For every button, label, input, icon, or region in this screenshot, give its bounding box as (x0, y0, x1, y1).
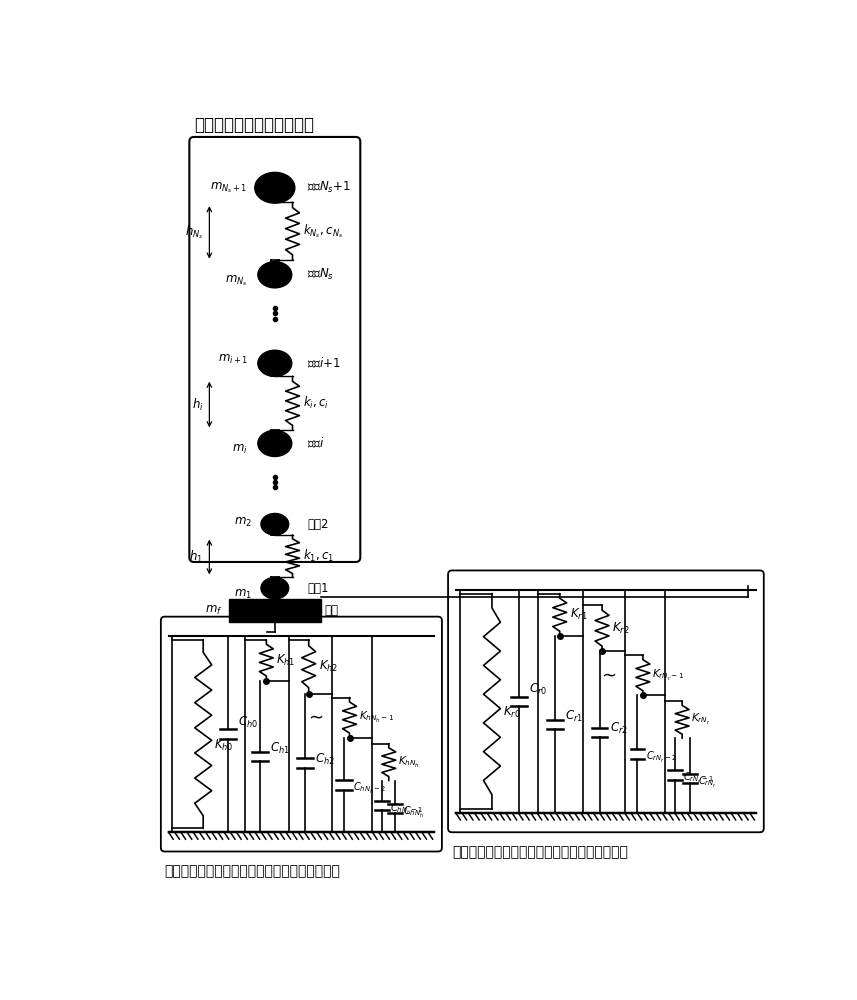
Text: $k_1,c_1$: $k_1,c_1$ (303, 548, 335, 564)
Ellipse shape (261, 577, 289, 599)
Text: $m_1$: $m_1$ (234, 588, 252, 601)
Text: $C_{r1}$: $C_{r1}$ (565, 709, 583, 724)
Text: $C_{r2}$: $C_{r2}$ (610, 721, 628, 736)
Ellipse shape (258, 430, 291, 456)
Text: 节点$i$+1: 节点$i$+1 (307, 356, 341, 370)
Text: $k_{N_s},c_{N_s}$: $k_{N_s},c_{N_s}$ (303, 222, 344, 240)
Text: $C_{hN_h}$: $C_{hN_h}$ (403, 805, 423, 820)
Text: $m_i$: $m_i$ (232, 443, 248, 456)
Text: $\sim$: $\sim$ (598, 665, 617, 683)
Text: 节点1: 节点1 (307, 582, 328, 595)
Text: $m_2$: $m_2$ (234, 516, 252, 529)
Text: $C_{h2}$: $C_{h2}$ (315, 752, 335, 767)
Text: 节点$N_s$: 节点$N_s$ (307, 267, 334, 282)
Text: $C_{rN_r}$: $C_{rN_r}$ (698, 775, 716, 790)
Text: 节点$N_s$+1: 节点$N_s$+1 (307, 180, 351, 195)
Text: $h_{N_s}$: $h_{N_s}$ (185, 224, 203, 241)
Text: $K_{rN_r-1}$: $K_{rN_r-1}$ (652, 668, 685, 683)
Bar (229, 599, 321, 622)
Text: $m_{N_s+1}$: $m_{N_s+1}$ (211, 180, 248, 195)
Text: $m_f$: $m_f$ (205, 604, 223, 617)
Text: $K_{rN_r}$: $K_{rN_r}$ (692, 712, 711, 727)
Text: $m_{N_s}$: $m_{N_s}$ (225, 274, 248, 288)
Text: $m_{i+1}$: $m_{i+1}$ (218, 353, 248, 366)
Text: 土与风机基础水平动力相互作用的递归物理模型: 土与风机基础水平动力相互作用的递归物理模型 (165, 865, 340, 879)
Text: 风机上部结构等效简化模型: 风机上部结构等效简化模型 (194, 116, 314, 134)
Text: $K_{h1}$: $K_{h1}$ (276, 653, 296, 668)
Text: $C_{h0}$: $C_{h0}$ (238, 715, 258, 730)
Text: $\sim$: $\sim$ (305, 708, 323, 726)
Text: 基础: 基础 (325, 604, 339, 617)
Text: $C_{rN_r-2}$: $C_{rN_r-2}$ (646, 750, 677, 765)
Text: $C_{hN_h-2}$: $C_{hN_h-2}$ (353, 781, 387, 796)
Text: $K_{r0}$: $K_{r0}$ (503, 705, 520, 720)
Text: $K_{r2}$: $K_{r2}$ (612, 621, 630, 636)
Text: $K_{hN_h-1}$: $K_{hN_h-1}$ (359, 710, 394, 725)
Text: 节点2: 节点2 (307, 518, 328, 531)
Text: $C_{h1}$: $C_{h1}$ (270, 741, 291, 756)
Text: 土与风机基础摇摆动力相互作用的递归物理模型: 土与风机基础摇摆动力相互作用的递归物理模型 (452, 845, 628, 859)
Ellipse shape (261, 513, 289, 535)
Text: $K_{r1}$: $K_{r1}$ (570, 607, 587, 622)
Text: $C_{r0}$: $C_{r0}$ (529, 682, 547, 697)
Text: $K_{h0}$: $K_{h0}$ (214, 738, 233, 753)
Text: $h_i$: $h_i$ (191, 396, 203, 413)
Ellipse shape (258, 350, 291, 376)
Text: 节点$i$: 节点$i$ (307, 436, 325, 451)
Ellipse shape (258, 262, 291, 288)
Text: $C_{rN_r-1}$: $C_{rN_r-1}$ (683, 771, 714, 786)
Text: $K_{hN_h}$: $K_{hN_h}$ (398, 755, 420, 770)
Text: $K_{h2}$: $K_{h2}$ (319, 659, 338, 674)
Text: $h_1$: $h_1$ (189, 549, 203, 565)
Text: $C_{hN_h-1}$: $C_{hN_h-1}$ (390, 802, 423, 817)
Ellipse shape (255, 172, 295, 203)
Text: $k_i,c_i$: $k_i,c_i$ (303, 395, 329, 411)
